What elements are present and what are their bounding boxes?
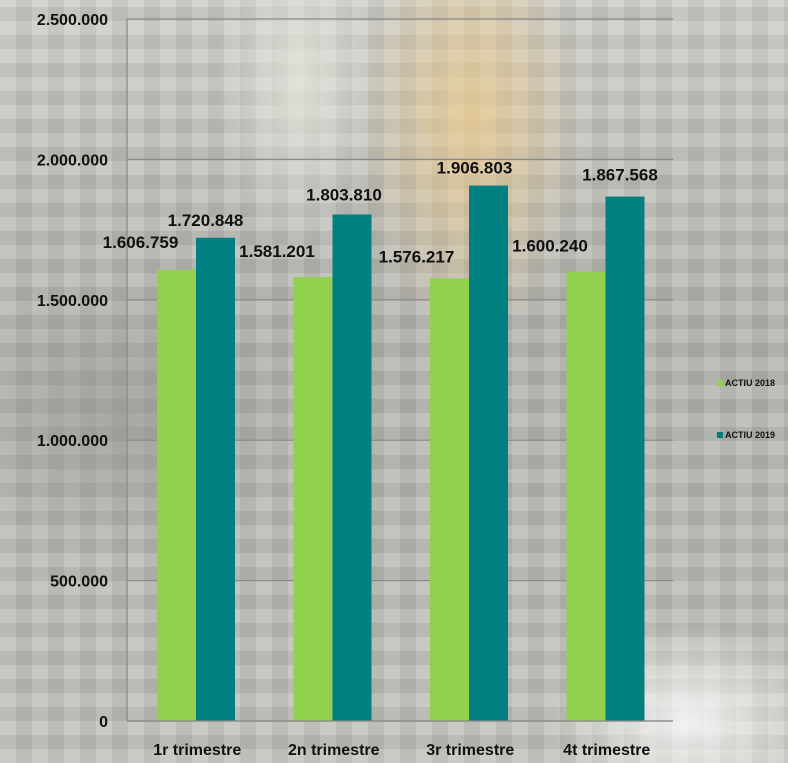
x-tick-label: 3r trimestre [426, 742, 514, 759]
bar-actiu-2018 [157, 269, 196, 721]
legend-label: ACTIU 2019 [725, 430, 775, 440]
legend-label: ACTIU 2018 [725, 378, 775, 388]
y-tick-label: 2.000.000 [37, 152, 108, 169]
y-tick-label: 0 [99, 714, 108, 731]
x-axis: 1r trimestre 2n trimestre 3r trimestre 4t t… [127, 720, 673, 759]
x-tick-label: 4t trimestre [563, 742, 650, 759]
x-tick-label: 1r trimestre [153, 742, 241, 759]
bar-actiu-2018 [293, 276, 333, 721]
bar-actiu-2019 [332, 214, 372, 721]
data-label: 1.600.240 [512, 237, 588, 256]
data-label: 1.576.217 [379, 247, 455, 266]
data-label: 1.867.568 [582, 166, 658, 185]
legend-swatch [717, 432, 723, 438]
legend-swatch [717, 380, 723, 386]
data-label: 1.720.848 [168, 211, 244, 230]
bar-actiu-2018 [566, 271, 606, 721]
data-label: 1.581.201 [239, 242, 315, 261]
y-tick-label: 1.000.000 [37, 433, 108, 450]
x-tick-label: 2n trimestre [288, 742, 380, 759]
bar-actiu-2019 [605, 196, 645, 721]
bar-actiu-2019 [196, 237, 235, 721]
data-label: 1.803.810 [306, 185, 382, 204]
data-label: 1.606.759 [103, 233, 179, 252]
bars [157, 185, 645, 722]
legend: ACTIU 2018 ACTIU 2019 [717, 378, 775, 440]
y-tick-label: 2.500.000 [37, 12, 108, 29]
y-tick-label: 1.500.000 [37, 293, 108, 310]
y-axis: 0 500.000 1.000.000 1.500.000 2.000.000 2.500… [37, 12, 128, 731]
bar-actiu-2018 [430, 278, 469, 721]
data-label: 1.906.803 [437, 159, 513, 178]
bar-actiu-2019 [469, 185, 508, 722]
data-labels: 1.606.759 1.720.848 1.581.201 1.803.810 1.57… [103, 159, 658, 267]
y-tick-label: 500.000 [50, 574, 108, 591]
